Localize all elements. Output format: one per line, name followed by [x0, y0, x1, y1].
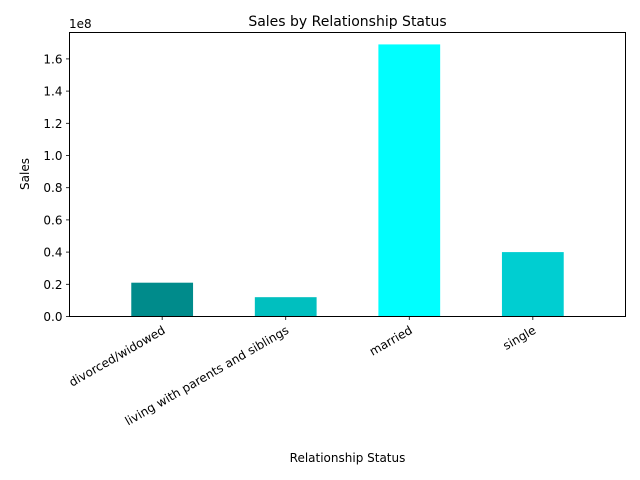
chart-title: Sales by Relationship Status [248, 14, 446, 30]
bar-0 [131, 282, 194, 317]
x-axis-label: Relationship Status [290, 451, 406, 465]
y-tick-label: 0.8 [43, 181, 62, 195]
plot-frame [69, 32, 626, 317]
y-tick-label: 1.2 [43, 117, 62, 131]
y-tick-label: 0.4 [43, 246, 62, 260]
y-axis-multiplier: 1e8 [69, 17, 92, 31]
y-tick-label: 1.0 [43, 149, 62, 163]
y-tick-label: 0.0 [43, 310, 62, 324]
bar-2 [378, 44, 441, 317]
y-axis-label: Sales [18, 158, 32, 190]
bars-group [131, 44, 564, 317]
y-tick-label: 1.4 [43, 85, 62, 99]
y-tick-label: 1.6 [43, 52, 62, 66]
bar-1 [254, 297, 317, 317]
y-tick-label: 0.6 [43, 213, 62, 227]
bar-3 [501, 252, 564, 317]
y-tick-label: 0.2 [43, 278, 62, 292]
y-axis: 0.0 0.2 0.4 0.6 0.8 1.0 1.2 1.4 1.6 [43, 52, 70, 324]
